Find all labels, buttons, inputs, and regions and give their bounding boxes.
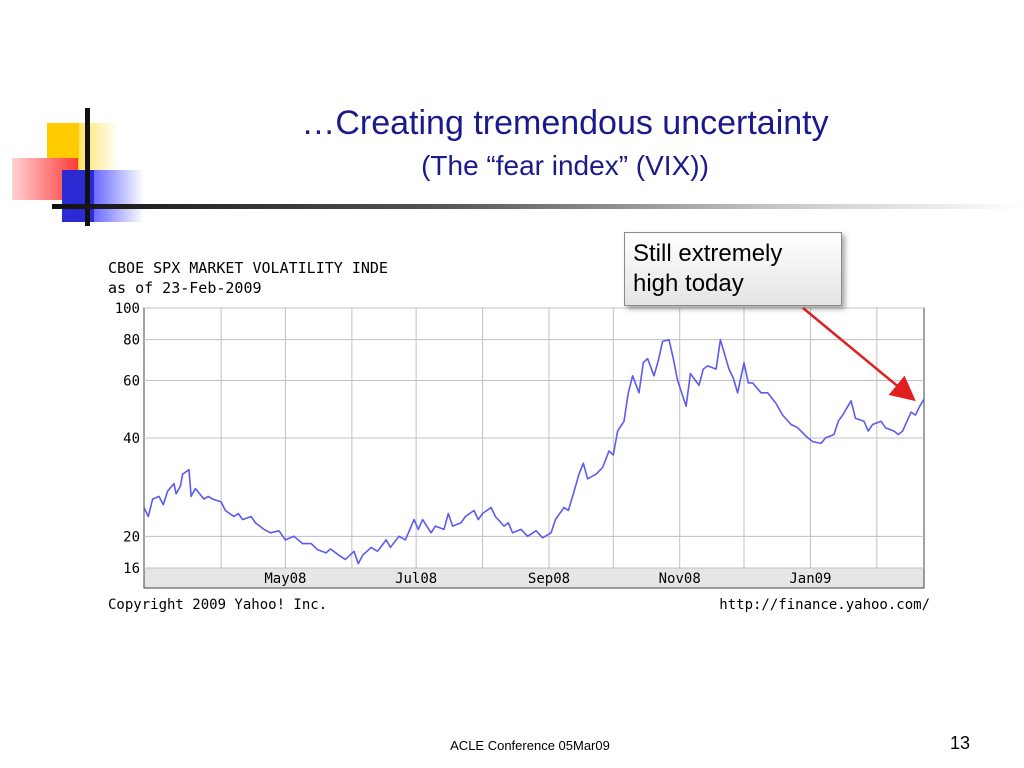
y-tick-labels: 100 80 60 40 20 16 bbox=[115, 301, 140, 577]
y-tick-label: 20 bbox=[123, 529, 140, 545]
y-tick-label: 100 bbox=[115, 301, 140, 317]
y-tick-label: 40 bbox=[123, 431, 140, 447]
series-layer bbox=[143, 338, 925, 565]
x-tick-label: Nov08 bbox=[659, 571, 701, 587]
slide-footer: ACLE Conference 05Mar09 bbox=[450, 738, 610, 753]
callout-box: Still extremely high today bbox=[624, 232, 842, 306]
chart-copyright: Copyright 2009 Yahoo! Inc. bbox=[108, 597, 327, 613]
vix-chart-svg: CBOE SPX MARKET VOLATILITY INDE as of 23… bbox=[108, 259, 930, 613]
x-tick-label: Jul08 bbox=[395, 571, 437, 587]
logo-square-blue-fade bbox=[94, 170, 144, 222]
grid-lines bbox=[144, 307, 924, 569]
y-tick-label: 60 bbox=[123, 373, 140, 389]
x-tick-label: Jan09 bbox=[789, 571, 831, 587]
y-tick-label: 80 bbox=[123, 333, 140, 349]
page-number: 13 bbox=[949, 733, 970, 753]
chart-source-url: http://finance.yahoo.com/ bbox=[719, 597, 930, 613]
slide-subtitle: (The “fear index” (VIX)) bbox=[421, 150, 709, 181]
x-tick-label: Sep08 bbox=[528, 571, 570, 587]
vix-series-line bbox=[143, 338, 925, 565]
chart-subtitle: as of 23-Feb-2009 bbox=[108, 279, 262, 297]
callout-arrow bbox=[802, 307, 916, 402]
logo-vertical-line bbox=[85, 108, 90, 226]
chart-title: CBOE SPX MARKET VOLATILITY INDE bbox=[108, 259, 388, 277]
x-tick-label: May08 bbox=[264, 571, 306, 587]
slide-title: …Creating tremendous uncertainty bbox=[301, 104, 829, 142]
x-tick-labels: May08 Jul08 Sep08 Nov08 Jan09 bbox=[264, 571, 831, 587]
title-underline bbox=[52, 204, 1024, 209]
y-tick-label: 16 bbox=[123, 561, 140, 577]
plot-area bbox=[143, 307, 925, 589]
vix-chart: CBOE SPX MARKET VOLATILITY INDE as of 23… bbox=[104, 253, 934, 613]
